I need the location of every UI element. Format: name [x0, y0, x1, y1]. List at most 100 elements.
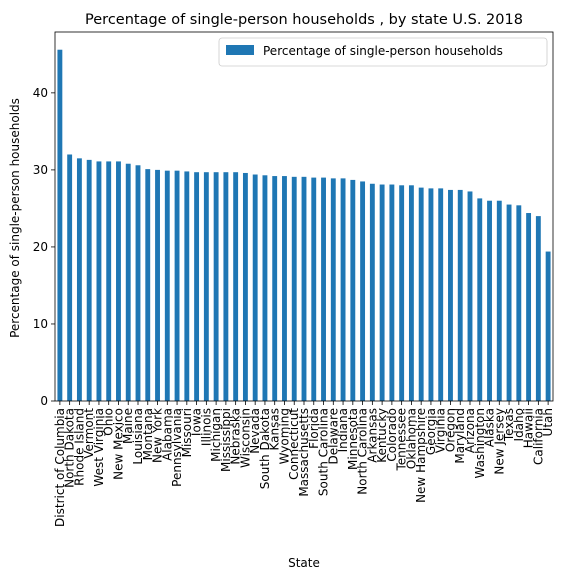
- y-tick-label: 30: [33, 163, 48, 177]
- bar: [311, 177, 317, 401]
- bar: [418, 187, 424, 401]
- x-tick-label: Oklahoma: [404, 408, 418, 469]
- bar: [477, 198, 483, 401]
- bar: [330, 178, 336, 401]
- x-tick-label: South Carolina: [317, 408, 331, 496]
- x-tick-label: Idaho: [512, 408, 526, 441]
- x-tick-label: Washington: [473, 408, 487, 479]
- bar: [145, 169, 151, 401]
- y-tick-label: 40: [33, 86, 48, 100]
- y-tick-label: 10: [33, 317, 48, 331]
- bar: [125, 163, 131, 401]
- bar: [369, 183, 375, 401]
- x-tick-label: Wyoming: [277, 408, 291, 464]
- x-tick-label: Illinois: [199, 408, 213, 446]
- x-tick-label: Hawaii: [522, 408, 536, 448]
- x-tick-label: District of Columbia: [53, 408, 67, 527]
- x-tick-label: Wisconsin: [238, 408, 252, 468]
- bar: [272, 176, 278, 401]
- bar: [184, 171, 190, 401]
- bar: [399, 185, 405, 401]
- bar: [252, 174, 258, 401]
- plot-frame: [54, 31, 554, 402]
- x-tick-label: Missouri: [180, 408, 194, 457]
- x-tick-label: Michigan: [209, 408, 223, 462]
- x-tick-label: Tennessee: [395, 408, 409, 472]
- x-tick-label: Indiana: [336, 408, 350, 452]
- bar: [379, 184, 385, 401]
- x-tick-label: Florida: [307, 408, 321, 449]
- x-tick-label: North Dakota: [63, 408, 77, 488]
- x-tick-label: Texas: [502, 408, 516, 442]
- bar: [233, 172, 239, 401]
- chart-title: Percentage of single-person households ,…: [85, 12, 523, 28]
- x-tick-label: West Virginia: [92, 408, 106, 487]
- bar: [408, 185, 414, 401]
- bar: [360, 181, 366, 401]
- bar: [516, 205, 522, 401]
- bar: [340, 178, 346, 401]
- y-axis-label: Percentage of single-person households: [8, 98, 22, 338]
- bar: [389, 184, 395, 401]
- x-tick-label: Pennsylvania: [170, 408, 184, 487]
- bar: [135, 165, 141, 401]
- bar: [467, 191, 473, 401]
- bar: [116, 161, 121, 401]
- bar: [155, 169, 160, 401]
- x-tick-label: Maine: [121, 408, 135, 444]
- x-tick-label: Massachusetts: [297, 408, 311, 497]
- x-tick-label: Minnesota: [346, 408, 360, 470]
- x-tick-label: New Jersey: [492, 408, 506, 475]
- legend-label: Percentage of single-person households: [263, 44, 503, 58]
- bar: [57, 49, 63, 401]
- bar: [506, 204, 512, 401]
- legend-box: [218, 37, 548, 67]
- bar: [428, 188, 434, 401]
- bar: [291, 176, 297, 401]
- bars-group: [57, 49, 551, 401]
- x-tick-label: Nebraska: [229, 408, 243, 465]
- x-tick-label: Vermont: [82, 408, 96, 459]
- x-tick-label: Arkansas: [365, 408, 379, 463]
- x-tick-label: Alabama: [160, 408, 174, 461]
- x-tick-label: Oregon: [443, 408, 457, 452]
- x-tick-label: Delaware: [326, 408, 340, 465]
- bar: [545, 251, 551, 401]
- bar: [223, 172, 229, 401]
- x-tick-label: California: [531, 408, 545, 465]
- bar: [203, 172, 209, 401]
- bar: [526, 213, 532, 401]
- x-tick-label: Maryland: [453, 408, 467, 464]
- x-tick-label: New Mexico: [111, 408, 125, 480]
- x-tick-label: Connecticut: [287, 408, 301, 480]
- x-tick-label: Ohio: [102, 408, 116, 436]
- x-tick-label: North Carolina: [356, 408, 370, 495]
- x-tick-label: Nevada: [248, 408, 262, 454]
- x-tick-label: Rhode Island: [72, 408, 86, 486]
- x-tick-label: Georgia: [424, 408, 438, 455]
- bar: [321, 177, 326, 401]
- bar: [448, 189, 453, 401]
- legend: Percentage of single-person households: [218, 37, 548, 67]
- bar: [164, 170, 170, 401]
- bar: [438, 188, 444, 401]
- x-tick-label: Kentucky: [375, 408, 389, 463]
- bar: [76, 158, 82, 401]
- y-axis-ticks: 0 10 20 30 40: [33, 86, 55, 408]
- x-tick-label: South Dakota: [258, 408, 272, 489]
- bar: [350, 179, 356, 401]
- bar: [96, 161, 102, 401]
- bar: [262, 175, 268, 401]
- bar: [86, 159, 92, 401]
- x-tick-label: Montana: [141, 408, 155, 460]
- bar: [194, 172, 200, 401]
- x-axis-label: State: [288, 556, 320, 570]
- x-tick-label: Arizona: [463, 408, 477, 453]
- bar: [496, 200, 502, 401]
- x-tick-label: Mississippi: [219, 408, 233, 472]
- legend-swatch: [226, 45, 254, 55]
- bar: [301, 176, 307, 401]
- x-tick-label: Iowa: [190, 408, 204, 436]
